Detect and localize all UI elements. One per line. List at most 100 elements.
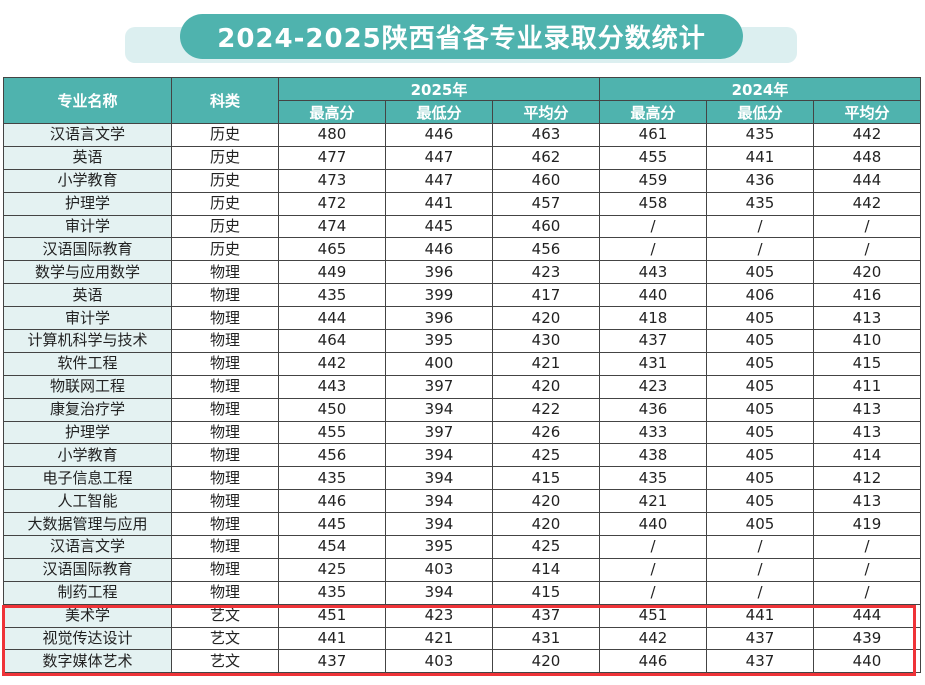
score-2024-min-cell: / <box>706 557 814 582</box>
score-2025-max-cell: 443 <box>278 374 386 399</box>
score-2025-avg-cell: 426 <box>492 420 600 445</box>
score-2025-max-cell: 449 <box>278 260 386 285</box>
header-2024-min: 最低分 <box>706 100 814 124</box>
score-2025-avg-cell: 425 <box>492 535 600 559</box>
score-2024-avg-cell: 448 <box>813 145 921 170</box>
score-2024-max-cell: / <box>599 535 707 559</box>
table-row: 小学教育 物理 456 394 425 438 405 414 <box>3 443 921 468</box>
table-row: 物联网工程 物理 443 397 420 423 405 411 <box>3 374 921 399</box>
score-2024-max-cell: 431 <box>599 351 707 376</box>
score-2025-avg-cell: 460 <box>492 168 600 193</box>
header-2025-min: 最低分 <box>385 100 493 124</box>
score-2024-max-cell: 440 <box>599 283 707 308</box>
score-2025-max-cell: 451 <box>278 603 386 628</box>
score-2024-avg-cell: / <box>813 557 921 582</box>
table-row: 护理学 历史 472 441 457 458 435 442 <box>3 191 921 216</box>
table-row: 美术学 艺文 451 423 437 451 441 444 <box>3 603 921 628</box>
table-row: 电子信息工程 物理 435 394 415 435 405 412 <box>3 466 921 491</box>
major-cell: 电子信息工程 <box>3 466 172 491</box>
score-2024-min-cell: 441 <box>706 603 814 628</box>
score-2025-max-cell: 445 <box>278 512 386 537</box>
score-2024-min-cell: / <box>706 580 814 605</box>
score-2025-max-cell: 435 <box>278 580 386 605</box>
score-2025-max-cell: 435 <box>278 283 386 308</box>
header-2025-max: 最高分 <box>278 100 386 124</box>
subject-cell: 物理 <box>171 329 279 353</box>
score-2024-min-cell: / <box>706 237 814 262</box>
subject-cell: 物理 <box>171 351 279 376</box>
subject-cell: 物理 <box>171 443 279 468</box>
subject-cell: 物理 <box>171 557 279 582</box>
score-2025-min-cell: 396 <box>385 260 493 285</box>
score-2025-min-cell: 394 <box>385 443 493 468</box>
header-year-2025: 2025年 <box>278 77 600 101</box>
subject-cell: 物理 <box>171 283 279 308</box>
score-2024-max-cell: 461 <box>599 123 707 147</box>
score-2025-avg-cell: 420 <box>492 306 600 331</box>
score-2025-avg-cell: 420 <box>492 512 600 537</box>
major-cell: 英语 <box>3 145 172 170</box>
score-2025-max-cell: 456 <box>278 443 386 468</box>
subject-cell: 物理 <box>171 489 279 514</box>
major-cell: 物联网工程 <box>3 374 172 399</box>
score-2025-max-cell: 455 <box>278 420 386 445</box>
score-2024-max-cell: 435 <box>599 466 707 491</box>
score-2025-min-cell: 394 <box>385 466 493 491</box>
table-row: 数字媒体艺术 艺文 437 403 420 446 437 440 <box>3 649 921 674</box>
score-2025-max-cell: 464 <box>278 329 386 353</box>
table-row: 小学教育 历史 473 447 460 459 436 444 <box>3 168 921 193</box>
score-2024-min-cell: 405 <box>706 443 814 468</box>
table-row: 制药工程 物理 435 394 415// / <box>3 580 921 605</box>
score-2024-min-cell: / <box>706 214 814 239</box>
table-row: 英语 物理 435 399 417 440 406 416 <box>3 283 921 308</box>
header-2025-avg: 平均分 <box>492 100 600 124</box>
major-cell: 人工智能 <box>3 489 172 514</box>
table-row: 汉语国际教育 历史 465 446 456// / <box>3 237 921 262</box>
score-2025-min-cell: 397 <box>385 420 493 445</box>
score-2024-max-cell: 433 <box>599 420 707 445</box>
score-2024-min-cell: 441 <box>706 145 814 170</box>
score-2024-min-cell: 405 <box>706 397 814 422</box>
score-2025-avg-cell: 463 <box>492 123 600 147</box>
score-2025-min-cell: 394 <box>385 397 493 422</box>
score-2024-min-cell: / <box>706 535 814 559</box>
score-2024-avg-cell: 413 <box>813 397 921 422</box>
score-2024-min-cell: 436 <box>706 168 814 193</box>
major-cell: 计算机科学与技术 <box>3 329 172 353</box>
page-title: 2024-2025陕西省各专业录取分数统计 <box>180 14 743 59</box>
score-2024-max-cell: / <box>599 237 707 262</box>
score-2025-avg-cell: 415 <box>492 580 600 605</box>
major-cell: 审计学 <box>3 306 172 331</box>
header-subject: 科类 <box>171 77 279 124</box>
score-2024-avg-cell: 442 <box>813 123 921 147</box>
score-2025-max-cell: 474 <box>278 214 386 239</box>
major-cell: 康复治疗学 <box>3 397 172 422</box>
major-cell: 大数据管理与应用 <box>3 512 172 537</box>
header-2024-avg: 平均分 <box>813 100 921 124</box>
score-2024-min-cell: 405 <box>706 512 814 537</box>
score-2025-min-cell: 399 <box>385 283 493 308</box>
score-2024-avg-cell: 439 <box>813 626 921 651</box>
score-2024-min-cell: 405 <box>706 489 814 514</box>
subject-cell: 艺文 <box>171 603 279 628</box>
subject-cell: 历史 <box>171 168 279 193</box>
score-2024-max-cell: 421 <box>599 489 707 514</box>
major-cell: 数字媒体艺术 <box>3 649 172 674</box>
table-row: 康复治疗学 物理 450 394 422 436 405 413 <box>3 397 921 422</box>
table-row: 审计学 物理 444 396 420 418 405 413 <box>3 306 921 331</box>
score-2025-min-cell: 394 <box>385 512 493 537</box>
header-year-2024: 2024年 <box>599 77 921 101</box>
score-2024-max-cell: 459 <box>599 168 707 193</box>
score-2025-min-cell: 445 <box>385 214 493 239</box>
major-cell: 护理学 <box>3 420 172 445</box>
subject-cell: 物理 <box>171 397 279 422</box>
score-2025-min-cell: 446 <box>385 237 493 262</box>
score-2025-avg-cell: 417 <box>492 283 600 308</box>
score-2024-max-cell: 437 <box>599 329 707 353</box>
score-2024-max-cell: 418 <box>599 306 707 331</box>
major-cell: 审计学 <box>3 214 172 239</box>
score-2025-avg-cell: 437 <box>492 603 600 628</box>
major-cell: 护理学 <box>3 191 172 216</box>
score-2024-min-cell: 437 <box>706 649 814 674</box>
score-2024-max-cell: 423 <box>599 374 707 399</box>
